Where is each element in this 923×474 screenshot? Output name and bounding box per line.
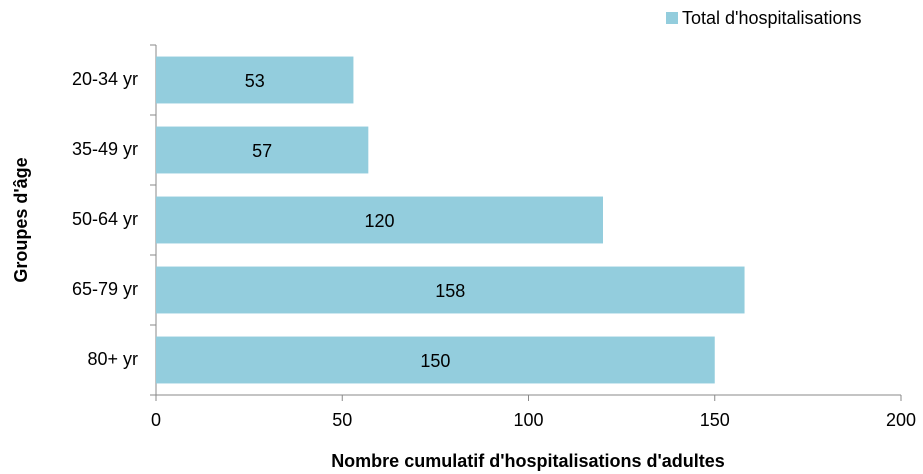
y-tick-label: 50-64 yr <box>72 209 138 229</box>
x-tick-label: 100 <box>513 410 543 430</box>
data-label: 150 <box>420 351 450 371</box>
x-axis-title: Nombre cumulatif d'hospitalisations d'ad… <box>331 451 725 471</box>
y-tick-label: 65-79 yr <box>72 279 138 299</box>
data-label: 158 <box>435 281 465 301</box>
data-label: 120 <box>364 211 394 231</box>
x-tick-label: 50 <box>332 410 352 430</box>
y-tick-label: 35-49 yr <box>72 139 138 159</box>
legend-label: Total d'hospitalisations <box>682 8 862 28</box>
y-tick-label: 80+ yr <box>87 349 138 369</box>
bar <box>156 56 354 104</box>
bar <box>156 126 369 174</box>
bar <box>156 336 715 384</box>
x-tick-label: 0 <box>151 410 161 430</box>
y-tick-label: 20-34 yr <box>72 69 138 89</box>
data-label: 57 <box>252 141 272 161</box>
legend-swatch <box>666 12 678 24</box>
bar <box>156 266 745 314</box>
y-axis-title: Groupes d'âge <box>11 157 31 282</box>
x-tick-label: 150 <box>700 410 730 430</box>
x-tick-label: 200 <box>886 410 916 430</box>
data-label: 53 <box>245 71 265 91</box>
bar <box>156 196 603 244</box>
